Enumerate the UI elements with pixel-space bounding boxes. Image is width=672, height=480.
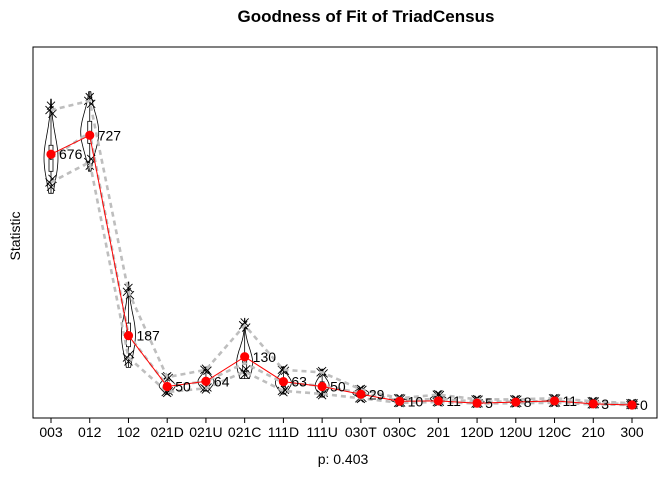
sim-mark-111U — [317, 390, 327, 400]
plot-frame — [32, 46, 658, 419]
sim-mark-021C — [240, 318, 249, 327]
x-tick-label-012: 012 — [78, 424, 102, 440]
observed-point-111U — [317, 381, 327, 392]
x-tick-label-120U: 120U — [499, 424, 532, 440]
sim-mark-102 — [124, 283, 133, 293]
x-tick-label-030T: 030T — [345, 424, 377, 440]
observed-point-120D — [472, 398, 482, 408]
sim-mark-021C — [241, 364, 251, 374]
violin-102 — [121, 281, 136, 368]
observed-label-021U: 64 — [214, 373, 230, 389]
lower-bound-line — [50, 160, 633, 407]
x-tick-label-021C: 021C — [228, 424, 261, 440]
observed-label-201: 11 — [446, 393, 461, 409]
observed-point-003 — [46, 149, 56, 159]
observed-point-021C — [240, 352, 250, 362]
x-tick-label-111U: 111U — [306, 424, 337, 440]
observed-label-120C: 11 — [563, 393, 578, 409]
sim-mark-021U — [203, 366, 212, 376]
x-tick-label-102: 102 — [117, 424, 141, 440]
x-tick-label-021D: 021D — [150, 424, 183, 440]
observed-point-030T — [356, 389, 366, 399]
sim-mark-012 — [85, 92, 95, 102]
x-tick-label-030C: 030C — [383, 424, 416, 440]
sim-mark-201 — [434, 389, 443, 399]
observed-point-210 — [588, 399, 598, 409]
x-tick-label-210: 210 — [582, 424, 606, 440]
chart-title: Goodness of Fit of TriadCensus — [238, 7, 495, 26]
observed-point-102 — [123, 331, 134, 341]
observed-point-120U — [511, 397, 521, 407]
observed-point-201 — [433, 396, 443, 406]
x-tick-label-021U: 021U — [189, 424, 222, 440]
observed-label-120U: 8 — [524, 394, 532, 410]
observed-label-030T: 29 — [369, 386, 385, 402]
x-tick-label-003: 003 — [39, 424, 63, 440]
observed-label-030C: 10 — [408, 393, 424, 409]
sim-mark-111U — [317, 366, 327, 376]
observed-label-300: 0 — [640, 397, 648, 413]
observed-point-021U — [201, 376, 211, 386]
median-line — [50, 130, 633, 406]
observed-point-021D — [162, 381, 172, 392]
simulation-violins — [43, 91, 640, 410]
observed-label-111U: 50 — [330, 378, 346, 394]
observed-label-021D: 50 — [175, 378, 191, 394]
sim-mark-003 — [46, 182, 56, 192]
x-tick-label-120C: 120C — [538, 424, 571, 440]
observed-label-120D: 5 — [485, 395, 493, 411]
observed-series: 676 727 187 50 64 130 63 50 29 10 11 5 8 11 3 0 — [46, 127, 648, 413]
x-tick-label-201: 201 — [427, 424, 451, 440]
upper-bound-line — [50, 99, 633, 405]
observed-label-102: 187 — [136, 328, 160, 344]
observed-line — [50, 134, 633, 406]
observed-label-012: 727 — [98, 127, 122, 143]
x-tick-label-300: 300 — [620, 424, 644, 440]
simulation-bounds — [50, 99, 633, 407]
x-axis-label: p: 0.403 — [318, 451, 369, 467]
observed-point-012 — [85, 130, 95, 140]
observed-label-021C: 130 — [253, 349, 277, 365]
observed-point-120C — [549, 396, 560, 406]
x-tick-label-120D: 120D — [460, 424, 493, 440]
observed-point-030C — [395, 396, 405, 406]
violin-111D — [274, 366, 292, 395]
observed-point-111D — [278, 377, 288, 387]
x-tick-label-111D: 111D — [268, 424, 299, 440]
observed-label-210: 3 — [601, 396, 609, 412]
observed-label-003: 676 — [59, 146, 83, 162]
observed-label-111D: 63 — [291, 374, 307, 390]
x-tick-labels: 003 012 102 021D 021U 021C 111D 111U 030T 030C 201… — [39, 418, 644, 440]
violin-003 — [43, 98, 59, 194]
y-axis-label: Statistic — [7, 211, 23, 260]
observed-point-300 — [627, 400, 637, 410]
sim-mark-003 — [48, 109, 57, 119]
